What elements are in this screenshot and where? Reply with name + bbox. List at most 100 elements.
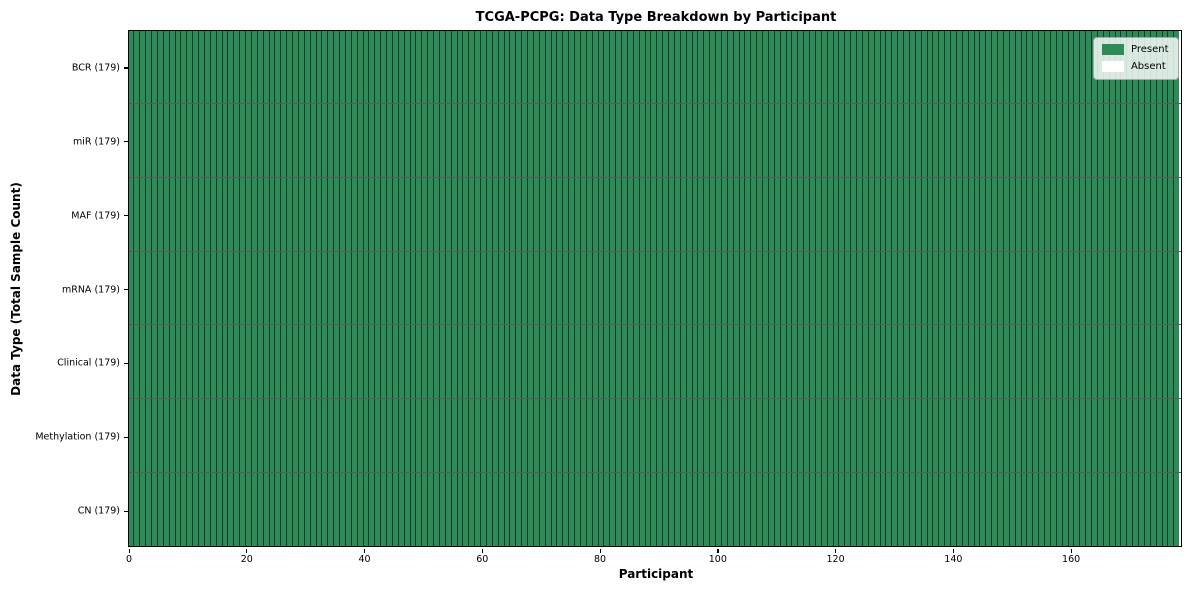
- heatmap-cell: [251, 30, 258, 104]
- heatmap-cell: [575, 325, 581, 399]
- heatmap-cell: [416, 104, 423, 177]
- heatmap-cell: [939, 399, 946, 472]
- heatmap-cell: [392, 104, 399, 177]
- heatmap-cell: [539, 472, 546, 546]
- heatmap-cell: [727, 251, 734, 325]
- heatmap-cell: [1015, 251, 1022, 325]
- heatmap-cell: [604, 104, 611, 177]
- heatmap-cell: [1080, 325, 1087, 399]
- heatmap-cell: [457, 104, 464, 177]
- heatmap-cell: [451, 104, 458, 177]
- heatmap-cell: [210, 472, 217, 546]
- heatmap-cell: [627, 177, 634, 251]
- heatmap-cell: [516, 472, 523, 546]
- heatmap-cell: [204, 30, 211, 104]
- heatmap-cell: [886, 472, 893, 546]
- heatmap-cell: [1003, 472, 1010, 546]
- heatmap-cell: [275, 251, 282, 325]
- heatmap-cell: [815, 472, 822, 546]
- heatmap-cell: [193, 104, 199, 177]
- heatmap-cell: [874, 472, 881, 546]
- heatmap-cell: [175, 325, 182, 399]
- heatmap-cell: [557, 325, 564, 399]
- heatmap-cell: [839, 251, 846, 325]
- heatmap-cell: [680, 325, 687, 399]
- x-axis-label: Participant: [618, 567, 694, 581]
- heatmap-cell: [627, 399, 634, 472]
- heatmap-cell: [298, 472, 305, 546]
- heatmap-cell: [146, 251, 152, 325]
- heatmap-cell: [733, 177, 740, 251]
- heatmap-cell: [774, 104, 781, 177]
- heatmap-cell: [551, 399, 558, 472]
- heatmap-cell: [933, 177, 940, 251]
- heatmap-row-miR: [128, 104, 1181, 178]
- heatmap-cell: [669, 30, 675, 104]
- heatmap-cell: [951, 177, 957, 251]
- heatmap-cell: [404, 177, 411, 251]
- heatmap-cell: [751, 472, 758, 546]
- heatmap-row-Methylation: [128, 399, 1181, 473]
- heatmap-cell: [551, 104, 558, 177]
- heatmap-cell: [445, 472, 452, 546]
- y-tick-mark: [124, 215, 128, 217]
- heatmap-cell: [152, 104, 158, 177]
- heatmap-cell: [445, 104, 452, 177]
- heatmap-cell: [674, 30, 681, 104]
- heatmap-cell: [598, 104, 605, 177]
- x-tick-mark: [717, 548, 719, 553]
- heatmap-cell: [387, 177, 393, 251]
- heatmap-cell: [804, 177, 810, 251]
- heatmap-cell: [633, 251, 640, 325]
- heatmap-cell: [633, 30, 640, 104]
- legend-entry-present: Present: [1101, 44, 1169, 56]
- heatmap-cell: [428, 30, 434, 104]
- heatmap-cell: [710, 177, 716, 251]
- heatmap-cell: [786, 177, 793, 251]
- heatmap-cell: [492, 399, 499, 472]
- heatmap-cell: [251, 251, 258, 325]
- heatmap-cell: [416, 472, 423, 546]
- heatmap-cell: [1162, 251, 1169, 325]
- heatmap-cell: [228, 177, 235, 251]
- heatmap-cell: [680, 30, 687, 104]
- heatmap-cell: [199, 30, 205, 104]
- heatmap-cell: [586, 30, 593, 104]
- heatmap-cell: [328, 399, 335, 472]
- heatmap-cell: [580, 30, 587, 104]
- heatmap-cell: [1156, 325, 1163, 399]
- legend-swatch-present: [1101, 44, 1124, 55]
- heatmap-cell: [281, 325, 288, 399]
- heatmap-cell: [251, 399, 258, 472]
- heatmap-cell: [134, 251, 141, 325]
- heatmap-cell: [1086, 30, 1092, 104]
- heatmap-cell: [257, 177, 264, 251]
- heatmap-cell: [739, 472, 746, 546]
- heatmap-cell: [1174, 104, 1180, 177]
- heatmap-cell: [886, 251, 893, 325]
- heatmap-cell: [674, 251, 681, 325]
- heatmap-cell: [316, 325, 323, 399]
- heatmap-cell: [357, 30, 364, 104]
- heatmap-cell: [1168, 325, 1175, 399]
- heatmap-cell: [798, 177, 805, 251]
- heatmap-cell: [810, 104, 816, 177]
- heatmap-cell: [1045, 104, 1051, 177]
- heatmap-cell: [269, 472, 276, 546]
- heatmap-cell: [857, 104, 863, 177]
- heatmap-cell: [475, 104, 481, 177]
- heatmap-cell: [1162, 104, 1169, 177]
- heatmap-cell: [498, 104, 505, 177]
- heatmap-cell: [157, 399, 164, 472]
- heatmap-cell: [246, 251, 252, 325]
- heatmap-cell: [757, 472, 763, 546]
- heatmap-cell: [680, 472, 687, 546]
- heatmap-cell: [199, 399, 205, 472]
- heatmap-cell: [545, 325, 552, 399]
- heatmap-cell: [616, 177, 622, 251]
- heatmap-cell: [1015, 472, 1022, 546]
- heatmap-cell: [663, 325, 669, 399]
- heatmap-cell: [1062, 251, 1069, 325]
- heatmap-cell: [351, 30, 358, 104]
- heatmap-cell: [669, 325, 675, 399]
